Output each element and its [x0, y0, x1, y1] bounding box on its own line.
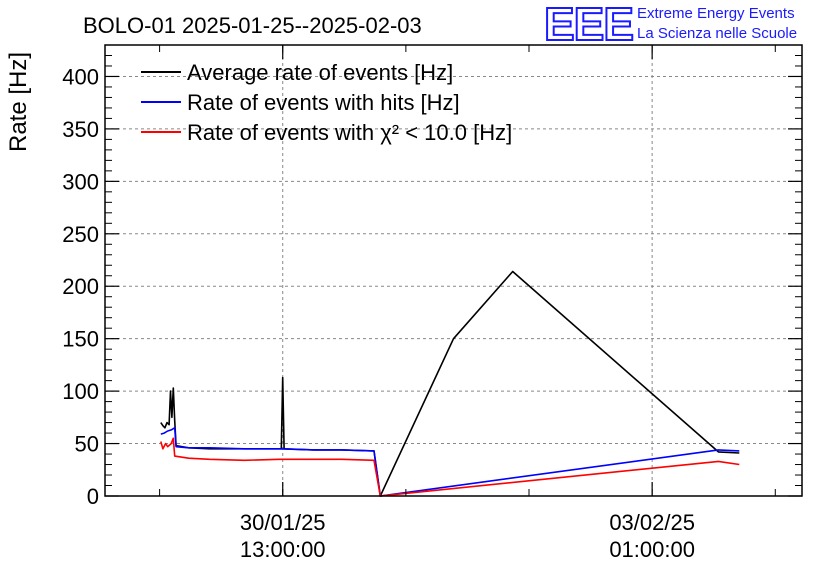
y-tick-label: 50	[75, 432, 99, 457]
eee-logo: EEE Extreme Energy Events La Scienza nel…	[543, 0, 797, 51]
y-tick-label: 350	[62, 117, 99, 142]
series-lines	[160, 270, 740, 497]
y-tick-label: 150	[62, 327, 99, 352]
series-line-2	[160, 437, 740, 497]
legend-entry-2: Rate of events with χ² < 10.0 [Hz]	[187, 120, 512, 145]
x-tick-label-time: 13:00:00	[240, 537, 326, 562]
legend-entry-0: Average rate of events [Hz]	[187, 60, 453, 85]
logo-line-2: La Scienza nelle Scuole	[637, 25, 797, 42]
logo-mark: EEE	[544, 0, 633, 50]
series-line-1	[160, 427, 740, 497]
y-axis-label: Rate [Hz]	[5, 52, 32, 152]
y-tick-label: 400	[62, 64, 99, 89]
legend-entry-1: Rate of events with hits [Hz]	[187, 90, 460, 115]
x-tick-label-date: 30/01/25	[240, 510, 326, 535]
y-tick-label: 250	[62, 222, 99, 247]
x-tick-label-time: 01:00:00	[609, 537, 695, 562]
chart-title: BOLO-01 2025-01-25--2025-02-03	[83, 13, 422, 38]
y-tick-label: 0	[87, 484, 99, 509]
y-tick-label: 100	[62, 379, 99, 404]
plot-frame	[104, 44, 803, 497]
ticks: 0 50 100 150 200 250 300 350 400 30/01/2513:00:00…	[62, 45, 802, 562]
legend: Average rate of events [Hz] Rate of event…	[141, 60, 512, 145]
logo-line-1: Extreme Energy Events	[637, 5, 795, 22]
grid	[105, 45, 802, 496]
y-tick-label: 300	[62, 169, 99, 194]
x-tick-label-date: 03/02/25	[609, 510, 695, 535]
y-tick-label: 200	[62, 274, 99, 299]
